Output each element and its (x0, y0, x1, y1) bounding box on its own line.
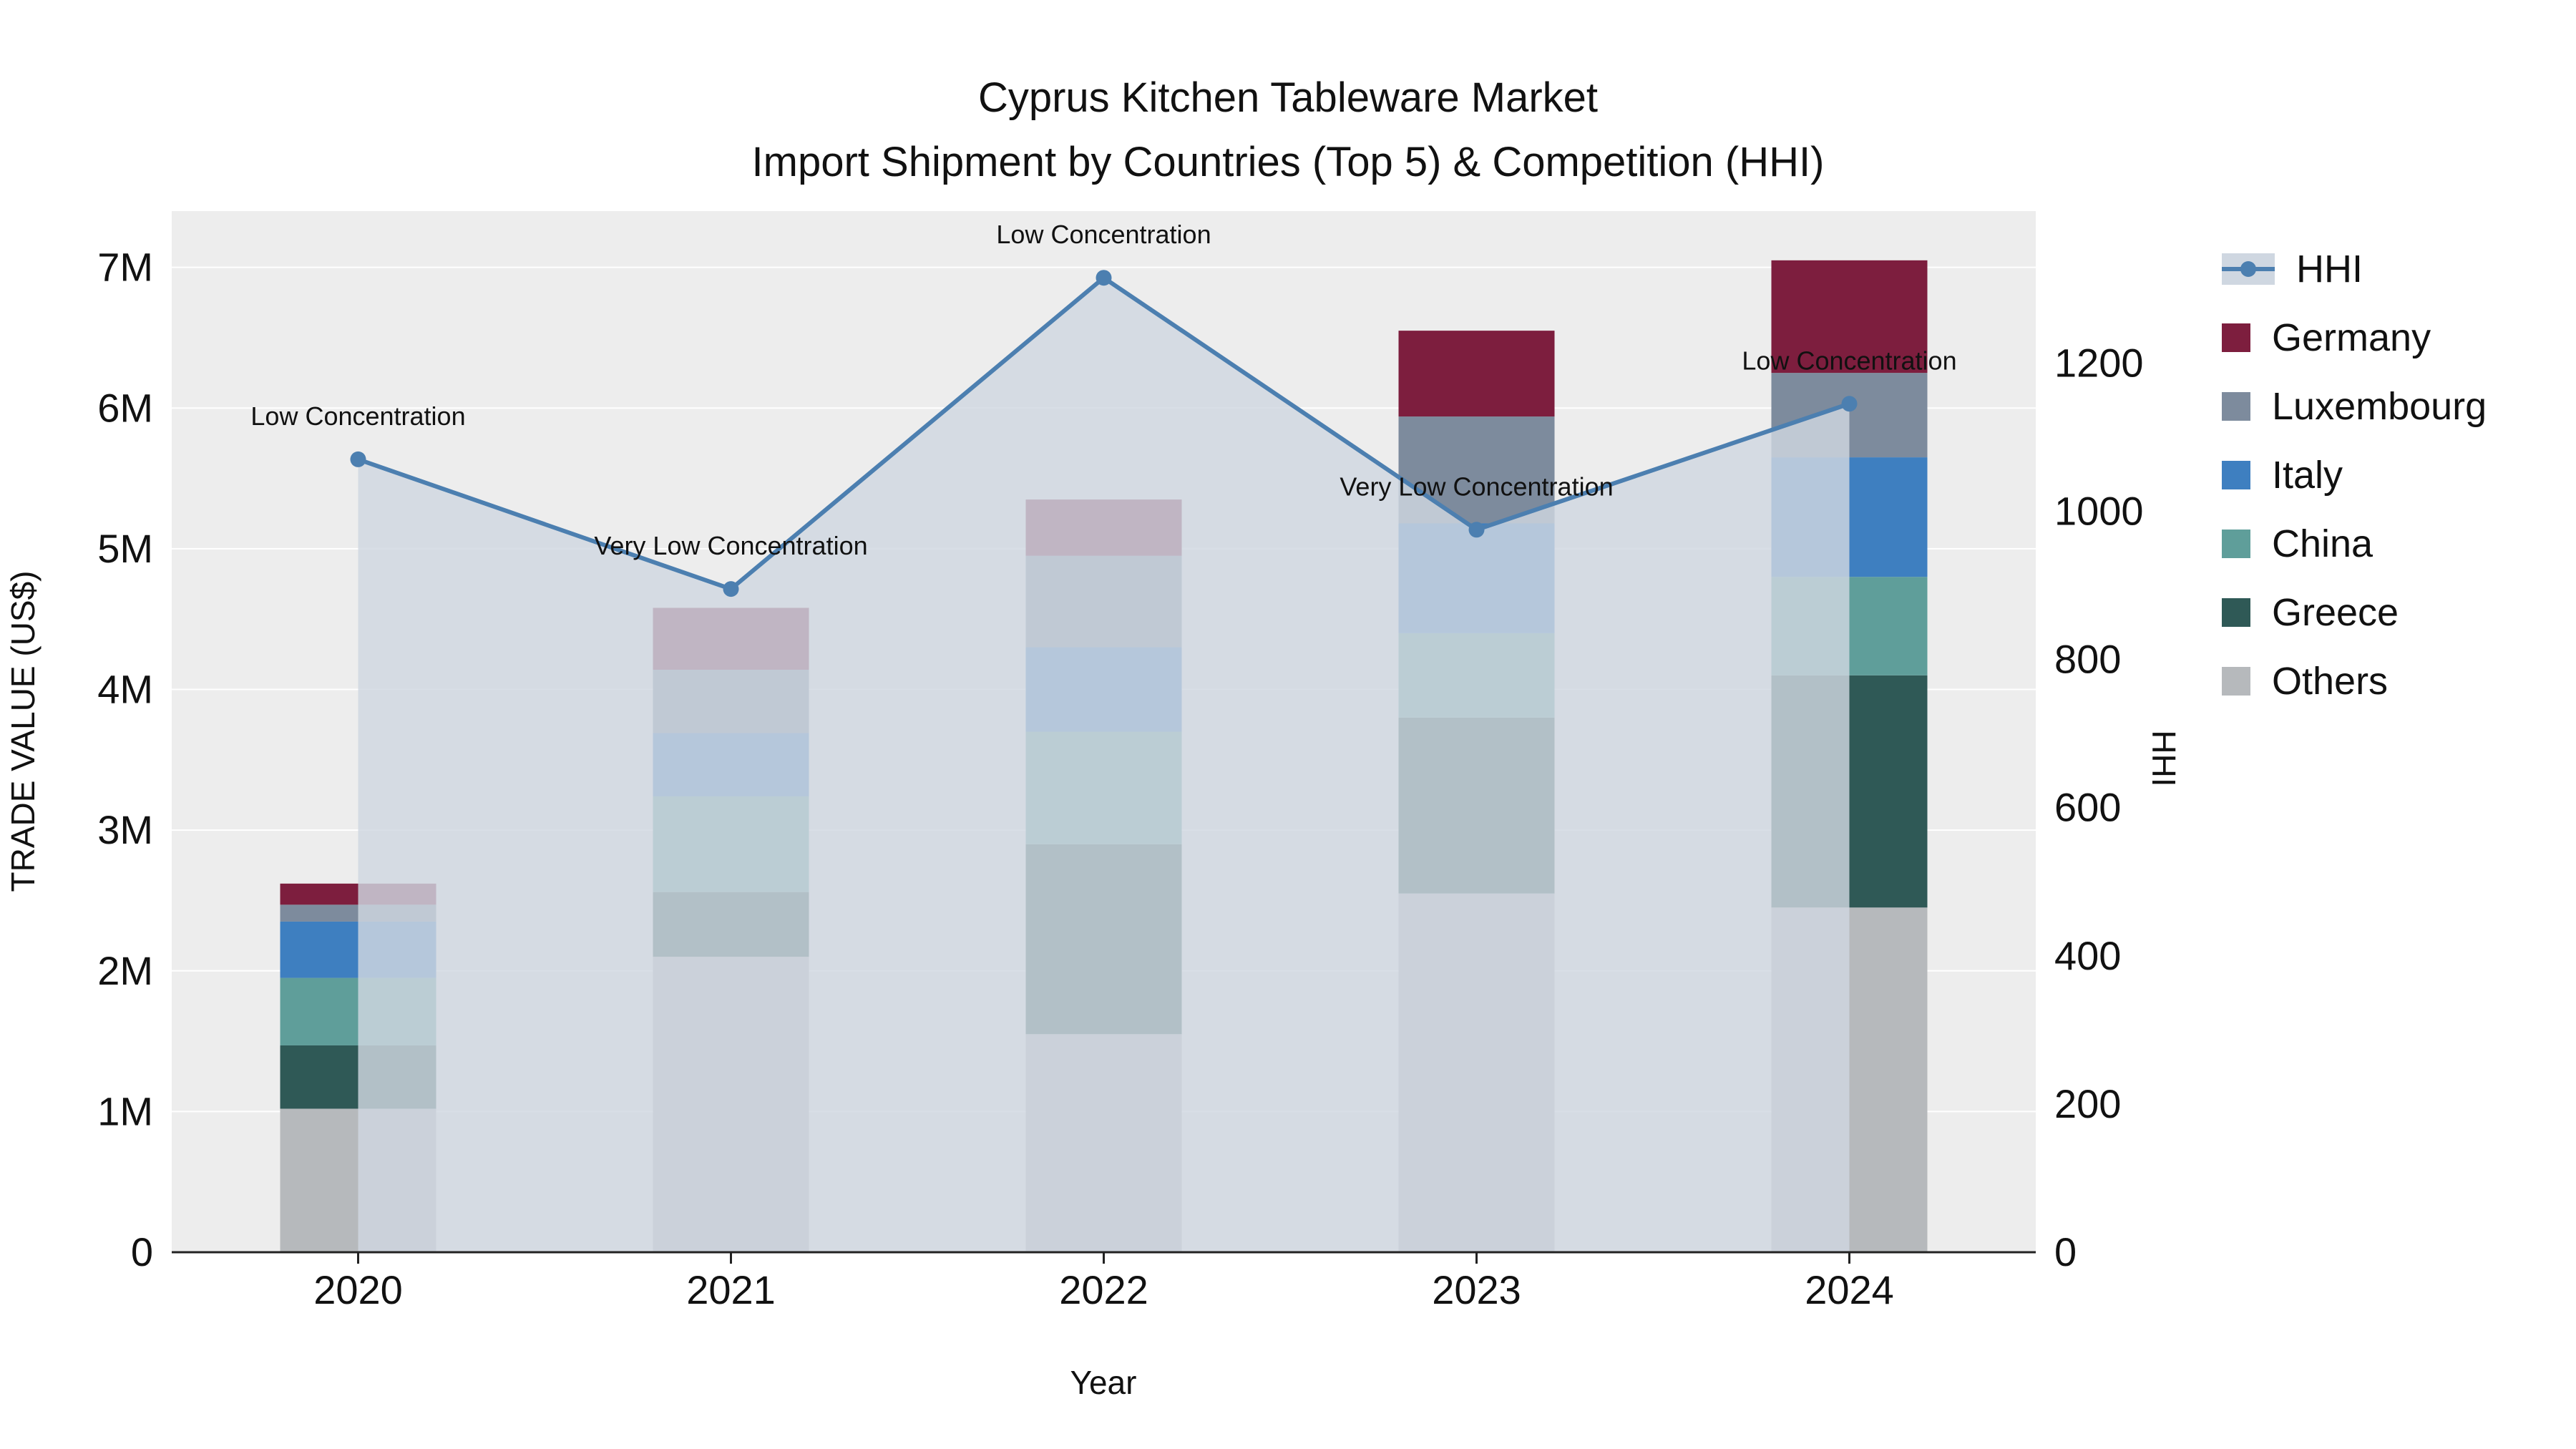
bar-2024-germany (1771, 260, 1928, 374)
legend-label-china: China (2272, 522, 2373, 565)
x-tick-label-2023: 2023 (1432, 1267, 1521, 1312)
y-tick-label-3M: 3M (97, 807, 153, 852)
legend-label-germany: Germany (2272, 316, 2431, 359)
legend-label-hhi: HHI (2296, 248, 2363, 291)
legend-label-greece: Greece (2272, 591, 2399, 634)
y-tick-label-6M: 6M (97, 385, 153, 430)
y-tick-label-5M: 5M (97, 526, 153, 571)
x-tick-label-2024: 2024 (1805, 1267, 1894, 1312)
legend-swatch-luxembourg (2222, 392, 2250, 421)
y-tick-label-2M: 2M (97, 948, 153, 993)
hhi-swatch-dot (2240, 261, 2256, 277)
legend-item-hhi[interactable]: HHI (2222, 235, 2487, 303)
hhi-marker-2023 (1468, 522, 1485, 538)
x-tick-label-2022: 2022 (1059, 1267, 1148, 1312)
legend: HHI Germany Luxembourg Italy China Greece Othe… (2222, 235, 2487, 716)
legend-item-luxembourg[interactable]: Luxembourg (2222, 372, 2487, 441)
legend-swatch-china (2222, 530, 2250, 558)
x-tick-label-2020: 2020 (313, 1267, 403, 1312)
y-tick-label-0: 0 (131, 1229, 153, 1274)
y-tick-label-4M: 4M (97, 667, 153, 712)
chart-title-line2: Import Shipment by Countries (Top 5) & C… (751, 139, 1825, 185)
legend-item-china[interactable]: China (2222, 509, 2487, 578)
x-axis-title: Year (1070, 1364, 1137, 1401)
legend-swatch-germany (2222, 323, 2250, 352)
y2-tick-label-1000: 1000 (2054, 488, 2144, 533)
hhi-line-swatch (2222, 253, 2275, 285)
chart-title-line1: Cyprus Kitchen Tableware Market (977, 74, 1599, 121)
legend-item-greece[interactable]: Greece (2222, 578, 2487, 647)
y-axis-title: TRADE VALUE (US$) (4, 570, 42, 892)
y2-tick-label-200: 200 (2054, 1081, 2121, 1126)
legend-item-germany[interactable]: Germany (2222, 303, 2487, 372)
legend-label-luxembourg: Luxembourg (2272, 385, 2487, 428)
legend-swatch-italy (2222, 461, 2250, 489)
bar-2023-germany (1398, 331, 1555, 417)
annotation-2023: Very Low Concentration (1340, 472, 1613, 501)
annotation-2020: Low Concentration (250, 401, 465, 431)
legend-item-others[interactable]: Others (2222, 647, 2487, 716)
hhi-marker-2024 (1841, 396, 1858, 412)
y-tick-label-1M: 1M (97, 1088, 153, 1133)
legend-label-others: Others (2272, 660, 2389, 703)
y-tick-label-7M: 7M (97, 245, 153, 290)
hhi-marker-2021 (723, 581, 739, 597)
y2-tick-label-1200: 1200 (2054, 340, 2144, 385)
y2-tick-label-0: 0 (2054, 1229, 2077, 1274)
hhi-marker-2020 (350, 451, 366, 467)
legend-swatch-greece (2222, 598, 2250, 627)
annotation-2021: Very Low Concentration (594, 531, 867, 560)
annotation-2024: Low Concentration (1742, 346, 1956, 375)
y2-tick-label-400: 400 (2054, 933, 2121, 978)
legend-swatch-others (2222, 667, 2250, 696)
hhi-marker-2022 (1096, 270, 1112, 286)
plot-area: Low Concentration Very Low Concentration L… (97, 211, 2144, 1312)
chart-title: Cyprus Kitchen Tableware Market Import S… (0, 66, 2576, 195)
legend-item-italy[interactable]: Italy (2222, 441, 2487, 509)
hhi-area (358, 278, 1850, 1252)
annotation-2022: Low Concentration (996, 220, 1211, 249)
y2-axis-title: HHI (2145, 730, 2182, 786)
legend-label-italy: Italy (2272, 454, 2343, 497)
y2-tick-label-600: 600 (2054, 785, 2121, 830)
y2-tick-label-800: 800 (2054, 637, 2121, 682)
x-tick-label-2021: 2021 (686, 1267, 776, 1312)
